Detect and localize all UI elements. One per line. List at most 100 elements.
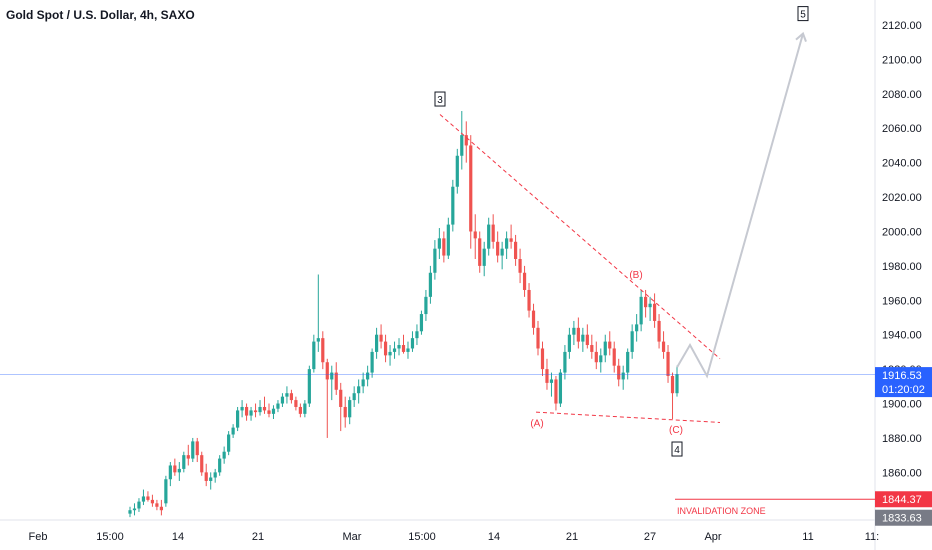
candle-body <box>348 400 352 418</box>
candle-body <box>222 451 226 459</box>
x-tick-label: 11: <box>865 531 879 543</box>
invalidation-label: INVALIDATION ZONE <box>677 506 766 516</box>
candle-body <box>186 455 190 459</box>
candle-body <box>554 379 558 404</box>
candle-body <box>424 296 428 315</box>
candle-body <box>280 396 285 404</box>
candle-body <box>567 334 571 352</box>
candle-body <box>464 135 468 146</box>
wave-label: (C) <box>669 425 683 436</box>
candle-body <box>500 248 504 256</box>
candle-body <box>141 496 146 502</box>
candle-body <box>370 351 374 373</box>
y-tick-label: 1940.00 <box>882 330 922 342</box>
candle-body <box>451 186 455 225</box>
candle-body <box>132 508 137 511</box>
candle-body <box>383 341 388 356</box>
lower-trendline <box>535 411 721 423</box>
candle-body <box>482 248 486 266</box>
candle-body <box>657 320 661 342</box>
candles <box>128 111 679 518</box>
candle-body <box>540 348 545 370</box>
candle-body <box>150 499 155 504</box>
candle-body <box>594 351 598 363</box>
candle-body <box>401 345 406 352</box>
candle-body <box>271 408 276 414</box>
x-tick-label: 11 <box>802 531 813 543</box>
candle-body <box>545 369 549 383</box>
candle-body <box>585 334 589 346</box>
y-tick-label: 2080.00 <box>882 89 922 101</box>
candle-body <box>168 465 172 480</box>
candle-body <box>612 348 616 366</box>
candle-body <box>379 334 383 342</box>
wave-label-box <box>797 6 809 22</box>
candle-body <box>581 334 585 342</box>
time-axis: Feb 15:00 14 21 Mar 15:00 14 21 27 Apr 11 11: <box>29 531 880 543</box>
candle-body <box>469 145 473 232</box>
candle-body <box>334 372 338 390</box>
candle-body <box>249 410 253 416</box>
y-tick-label: 1880.00 <box>882 433 922 445</box>
x-tick-label: Apr <box>704 531 721 543</box>
wave-label: (A) <box>530 418 543 429</box>
candle-body <box>191 441 195 459</box>
y-tick-label: 1980.00 <box>882 261 922 273</box>
candle-body <box>652 303 657 321</box>
candle-body <box>307 369 311 404</box>
candle-body <box>267 410 271 414</box>
candle-body <box>218 458 222 473</box>
wave-label-5: 5 <box>800 10 806 21</box>
candle-body <box>357 386 361 394</box>
price-axis: 1860.001880.001900.001920.001940.001960.… <box>875 20 932 526</box>
candle-body <box>258 406 262 413</box>
candle-body <box>630 331 634 352</box>
candle-body <box>626 351 630 373</box>
x-tick-label: 21 <box>566 531 578 543</box>
wave-label-3: 3 <box>437 95 443 106</box>
candle-body <box>352 393 356 401</box>
candle-body <box>639 296 643 325</box>
candle-body <box>635 324 639 332</box>
candle-body <box>473 231 477 239</box>
candle-body <box>366 372 370 380</box>
candle-body <box>446 224 450 256</box>
candle-body <box>513 241 518 260</box>
bar-countdown: 01:20:02 <box>882 384 925 396</box>
candle-body <box>200 455 204 473</box>
x-tick-label: 21 <box>252 531 264 543</box>
candle-body <box>177 468 181 473</box>
candle-body <box>563 351 567 373</box>
candle-body <box>213 472 217 478</box>
projection-arrowhead <box>795 31 807 42</box>
wave-label-box <box>434 91 446 107</box>
candle-body <box>410 338 415 349</box>
candle-body <box>195 441 199 456</box>
candle-body <box>670 376 675 394</box>
candle-body <box>240 406 244 411</box>
candle-body <box>666 351 670 377</box>
candle-body <box>397 345 401 349</box>
wave-label-4: 4 <box>674 445 680 456</box>
candle-body <box>164 479 168 504</box>
candle-body <box>576 327 580 342</box>
candle-body <box>617 365 621 380</box>
candle-body <box>303 403 307 414</box>
candle-body <box>522 272 527 290</box>
wave-label-box <box>671 441 683 457</box>
candle-body <box>231 427 235 435</box>
candle-body <box>244 406 249 416</box>
candle-body <box>549 379 554 383</box>
y-tick-label: 2120.00 <box>882 20 922 32</box>
candle-body <box>603 341 607 356</box>
candle-body <box>204 472 208 481</box>
candle-body <box>599 355 603 363</box>
candle-body <box>527 289 531 311</box>
candle-body <box>487 224 491 249</box>
candle-body <box>276 403 280 409</box>
candle-body <box>137 501 141 509</box>
candle-body <box>590 345 594 352</box>
candle-body <box>182 455 186 469</box>
candle-body <box>442 238 446 256</box>
